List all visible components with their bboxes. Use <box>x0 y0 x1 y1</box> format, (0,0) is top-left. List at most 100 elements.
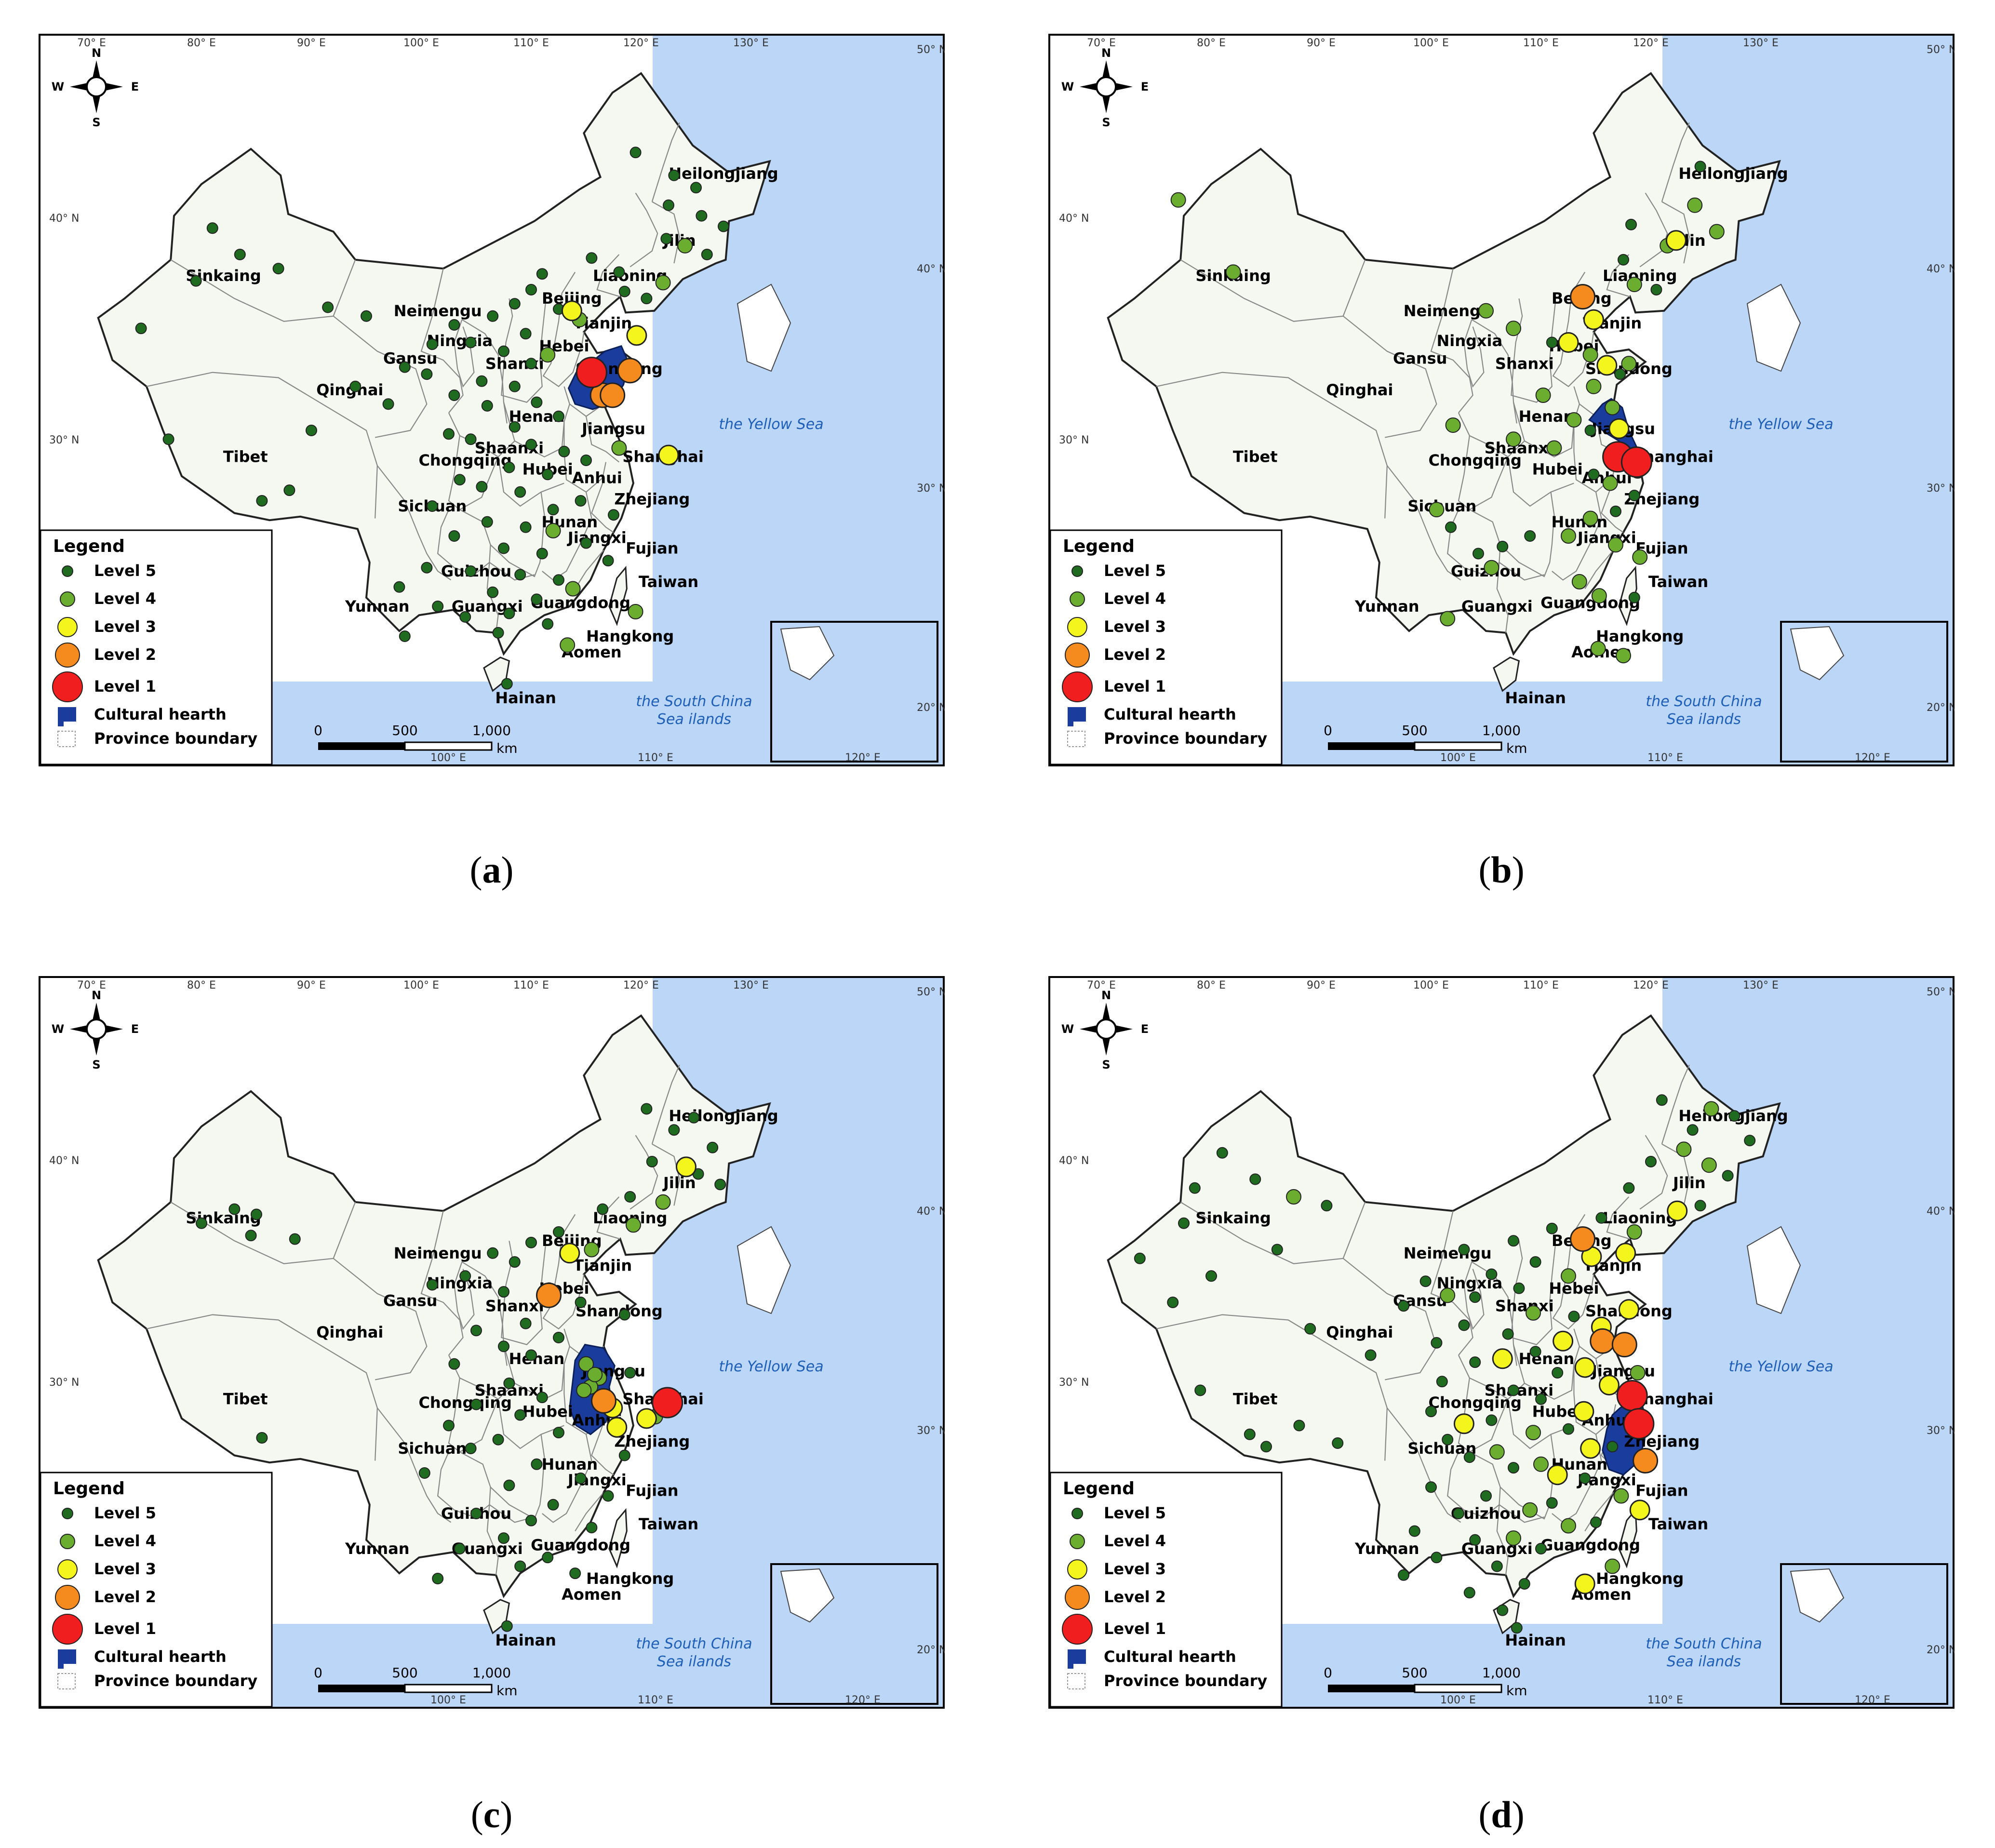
province-label: Henan <box>509 1350 565 1368</box>
level-5-point <box>245 1230 257 1242</box>
bottom-tick-label: 110° E <box>1647 1694 1683 1706</box>
level-5-point <box>1271 1244 1283 1256</box>
level-5-point <box>558 445 570 457</box>
province-boundary <box>591 1425 614 1475</box>
level-5-point <box>602 1490 614 1502</box>
top-tick-label: 120° E <box>1633 37 1669 49</box>
level-5-point <box>660 233 672 245</box>
level-5-point <box>470 1508 482 1519</box>
sea-islands-label: Sea ilands <box>1667 1653 1741 1670</box>
level-4-point <box>1522 1502 1538 1518</box>
legend-title: Legend <box>53 1479 125 1499</box>
level-5-point <box>1419 1275 1432 1287</box>
right-tick-label: 50° N <box>1927 44 1955 56</box>
level-5-point <box>283 484 295 496</box>
province-label: Shanxi <box>1495 354 1554 373</box>
level-5-point <box>487 310 499 322</box>
level-5-point <box>542 618 554 630</box>
legend-label: Level 4 <box>94 1532 156 1550</box>
top-tick-label: 90° E <box>297 37 326 49</box>
level-4-point <box>1582 347 1598 363</box>
sea-islands-label: Sea ilands <box>657 1653 731 1670</box>
legend-label: Cultural hearth <box>94 705 227 723</box>
legend-level-5-swatch <box>62 1508 73 1519</box>
level-5-point <box>1497 1604 1509 1616</box>
top-tick-label: 110° E <box>513 979 549 991</box>
province-boundary <box>490 1434 545 1520</box>
level-5-point <box>448 389 460 401</box>
level-5-point <box>432 1573 444 1584</box>
level-5-point <box>228 1203 241 1215</box>
province-label: Gansu <box>383 1291 437 1310</box>
scale-label-500: 500 <box>1402 1665 1427 1681</box>
level-5-point <box>349 380 362 392</box>
top-tick-label: 70° E <box>1087 37 1116 49</box>
legend-hearth-swatch <box>1068 707 1086 726</box>
map-a: HeilongjiangJilinLiaoningSinkaingNeimeng… <box>39 34 945 766</box>
level-5-point <box>1513 1282 1525 1294</box>
level-5-point <box>1189 1182 1201 1194</box>
level-5-point <box>1511 1622 1523 1634</box>
top-tick-label: 110° E <box>513 37 549 49</box>
level-5-point <box>476 481 488 493</box>
province-boundary <box>596 1196 621 1240</box>
compass-rose-icon <box>70 1003 123 1056</box>
province-label: Guangdong <box>1540 594 1640 612</box>
province-label: Shanxi <box>1495 1297 1554 1315</box>
scale-bar-white <box>404 1684 493 1693</box>
level-5-point <box>1332 1437 1344 1449</box>
level-5-point <box>1579 1473 1591 1484</box>
level-5-point <box>520 1317 532 1329</box>
legend-box: Legend Level 5 Level 4 Level 3 Level 2 Level … <box>40 1472 273 1708</box>
level-5-point <box>322 301 334 313</box>
province-boundary <box>1661 201 1690 264</box>
province-label: Sinkaing <box>1195 1209 1271 1227</box>
right-tick-label: 40° N <box>917 1205 945 1218</box>
level-5-point <box>399 361 411 373</box>
province-label: Heilongjiang <box>669 1107 778 1125</box>
top-tick-label: 70° E <box>77 37 106 49</box>
level-5-point <box>492 627 504 639</box>
level-5-point <box>289 1233 301 1245</box>
province-boundary <box>1639 192 1668 268</box>
level-5-point <box>1365 1349 1377 1361</box>
top-tick-label: 70° E <box>77 979 106 991</box>
bottom-tick-label: 100° E <box>430 1694 466 1706</box>
level-5-point <box>553 574 564 586</box>
level-5-point <box>553 410 564 422</box>
legend-label: Province boundary <box>1104 1672 1267 1690</box>
compass-s: S <box>1102 116 1110 129</box>
level-5-point <box>503 607 515 619</box>
level-4-point <box>1687 197 1703 213</box>
right-tick-label: 40° N <box>1927 1205 1955 1218</box>
province-boundary <box>448 1355 515 1400</box>
level-5-point <box>498 542 509 554</box>
level-5-point <box>393 581 405 593</box>
top-tick-label: 80° E <box>1197 979 1226 991</box>
scale-label-500: 500 <box>392 1665 417 1681</box>
level-4-point <box>1170 192 1186 208</box>
province-label: Tianjin <box>573 1256 632 1274</box>
province-boundary <box>170 259 356 322</box>
inset-land <box>780 626 835 681</box>
level-5-point <box>1508 1384 1519 1396</box>
province-boundary <box>585 416 620 463</box>
level-5-point <box>1167 1297 1179 1308</box>
province-label: Fujian <box>626 1482 678 1500</box>
level-1-point <box>1623 1408 1655 1440</box>
level-5-point <box>256 495 268 507</box>
province-boundary <box>1180 1201 1366 1264</box>
level-5-point <box>1645 1156 1657 1167</box>
level-5-point <box>1563 1423 1574 1435</box>
province-boundary <box>542 271 585 388</box>
level-5-point <box>1546 336 1558 348</box>
level-4-point <box>1571 574 1587 589</box>
legend-label: Level 5 <box>1104 562 1166 580</box>
top-tick-label: 100° E <box>403 37 439 49</box>
level-5-point <box>1458 1244 1470 1256</box>
legend-level-4-swatch <box>60 1534 75 1549</box>
level-5-point <box>1497 540 1509 552</box>
province-label: Chongqing <box>1428 1393 1522 1412</box>
level-5-point <box>1694 1200 1706 1212</box>
level-3-point <box>1608 418 1630 439</box>
